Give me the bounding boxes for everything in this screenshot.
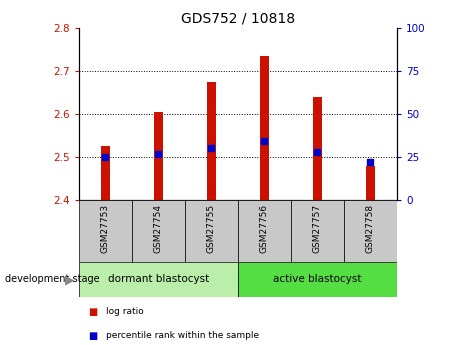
- Text: GSM27758: GSM27758: [366, 204, 375, 253]
- Bar: [260, 56, 269, 200]
- Text: ■: ■: [88, 331, 97, 341]
- Bar: [207, 81, 216, 200]
- Bar: [313, 97, 322, 200]
- Bar: [79, 200, 132, 262]
- Text: GSM27753: GSM27753: [101, 204, 110, 253]
- Bar: [132, 200, 185, 262]
- Text: GSM27755: GSM27755: [207, 204, 216, 253]
- Bar: [154, 112, 163, 200]
- Bar: [291, 200, 344, 262]
- Bar: [238, 262, 397, 297]
- Text: GSM27757: GSM27757: [313, 204, 322, 253]
- Text: GSM27754: GSM27754: [154, 204, 163, 253]
- Bar: [185, 200, 238, 262]
- Bar: [101, 146, 110, 200]
- Title: GDS752 / 10818: GDS752 / 10818: [181, 11, 295, 25]
- Bar: [79, 262, 238, 297]
- Text: active blastocyst: active blastocyst: [273, 275, 362, 284]
- Text: ▶: ▶: [65, 273, 74, 286]
- Bar: [366, 166, 375, 200]
- Bar: [238, 200, 291, 262]
- Text: development stage: development stage: [5, 275, 99, 284]
- Text: log ratio: log ratio: [106, 307, 144, 316]
- Text: ■: ■: [88, 307, 97, 317]
- Bar: [344, 200, 397, 262]
- Text: percentile rank within the sample: percentile rank within the sample: [106, 331, 259, 340]
- Text: dormant blastocyst: dormant blastocyst: [108, 275, 209, 284]
- Text: GSM27756: GSM27756: [260, 204, 269, 253]
